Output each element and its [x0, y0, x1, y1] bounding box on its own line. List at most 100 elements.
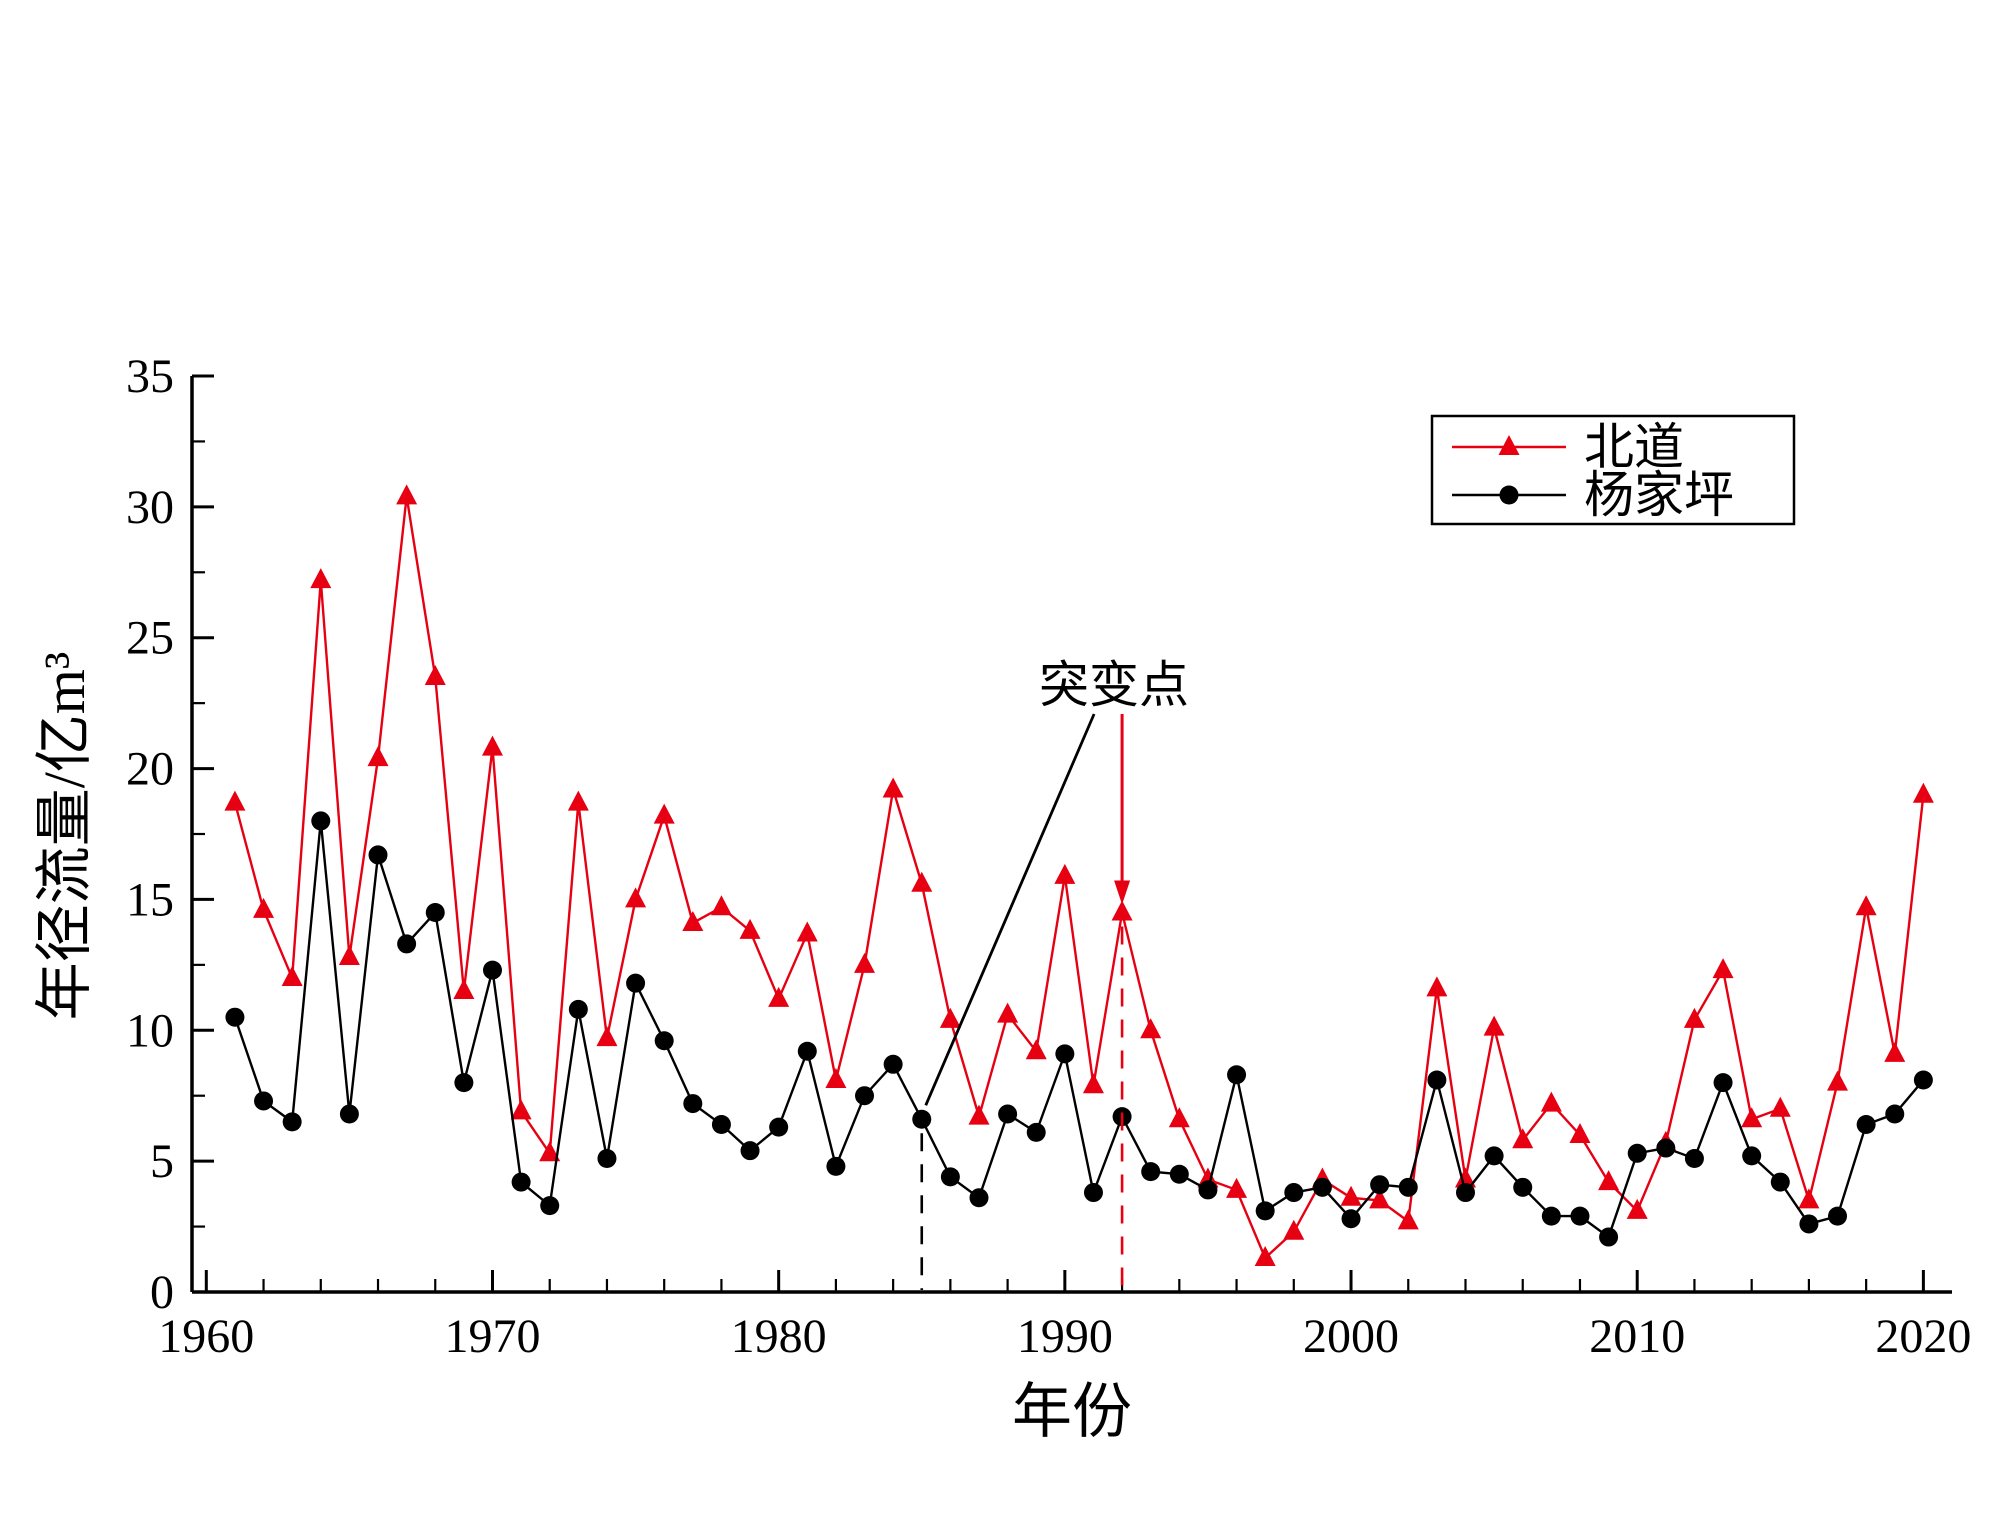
marker-circle-yangjiaping — [1255, 1201, 1275, 1221]
marker-triangle-beidao — [1598, 1170, 1620, 1191]
marker-circle-yangjiaping — [1341, 1209, 1361, 1229]
marker-circle-yangjiaping — [940, 1167, 960, 1187]
marker-circle-yangjiaping — [797, 1041, 817, 1061]
marker-triangle-beidao — [854, 952, 876, 973]
y-axis-title: 年径流量/亿m³ — [32, 652, 97, 1021]
marker-circle-yangjiaping — [511, 1172, 531, 1192]
x-tick-label: 2010 — [1589, 1310, 1685, 1363]
y-tick-label: 35 — [126, 350, 174, 403]
marker-circle-yangjiaping — [311, 811, 331, 831]
x-tick-label: 1990 — [1017, 1310, 1113, 1363]
marker-triangle-beidao — [1340, 1185, 1362, 1206]
marker-circle-yangjiaping — [568, 999, 588, 1019]
y-tick-label: 10 — [126, 1004, 174, 1057]
marker-triangle-beidao — [1512, 1128, 1534, 1149]
marker-circle-yangjiaping — [855, 1086, 875, 1106]
marker-circle-yangjiaping — [1312, 1177, 1332, 1197]
marker-triangle-beidao — [1683, 1007, 1705, 1028]
marker-triangle-beidao — [338, 945, 360, 966]
marker-triangle-beidao — [682, 910, 704, 931]
marker-triangle-beidao — [768, 986, 790, 1007]
marker-triangle-beidao — [1426, 976, 1448, 997]
marker-circle-yangjiaping — [597, 1149, 617, 1169]
marker-circle-yangjiaping — [912, 1109, 932, 1129]
marker-triangle-beidao — [1569, 1122, 1591, 1143]
marker-circle-yangjiaping — [1684, 1149, 1704, 1169]
marker-circle-yangjiaping — [769, 1117, 789, 1137]
marker-triangle-beidao — [997, 1002, 1019, 1023]
marker-circle-yangjiaping — [454, 1073, 474, 1093]
marker-circle-yangjiaping — [1370, 1175, 1390, 1195]
marker-triangle-beidao — [539, 1141, 561, 1162]
marker-triangle-beidao — [1483, 1015, 1505, 1036]
x-tick-label: 2000 — [1303, 1310, 1399, 1363]
marker-triangle-beidao — [1741, 1107, 1763, 1128]
marker-circle-yangjiaping — [1713, 1073, 1733, 1093]
series-line-yangjiaping — [233, 820, 1925, 1239]
marker-circle-yangjiaping — [1541, 1206, 1561, 1226]
marker-circle-yangjiaping — [1284, 1183, 1304, 1203]
y-tick-label: 15 — [126, 873, 174, 926]
legend-box — [1430, 414, 1796, 526]
marker-circle-yangjiaping — [1083, 1183, 1103, 1203]
marker-triangle-beidao — [1397, 1209, 1419, 1230]
marker-circle-yangjiaping — [998, 1104, 1018, 1124]
marker-circle-yangjiaping — [1742, 1146, 1762, 1166]
plot-layer: 0 5 10 15 20 25 30 35 1960 1970 1980 1990 2000 2010 20… — [126, 350, 1971, 1363]
marker-triangle-beidao — [567, 790, 589, 811]
marker-circle-yangjiaping — [482, 960, 502, 980]
marker-triangle-beidao — [1254, 1245, 1276, 1266]
marker-circle-yangjiaping — [1770, 1172, 1790, 1192]
marker-triangle-beidao — [1168, 1107, 1190, 1128]
marker-triangle-beidao — [396, 484, 418, 505]
marker-triangle-beidao — [1082, 1073, 1104, 1094]
y-tick-label: 30 — [126, 481, 174, 534]
marker-circle-yangjiaping — [397, 934, 417, 954]
x-tick-label: 1960 — [158, 1310, 254, 1363]
y-tick-label: 5 — [150, 1135, 174, 1188]
marker-triangle-beidao — [1769, 1096, 1791, 1117]
marker-circle-yangjiaping — [826, 1156, 846, 1176]
marker-circle-yangjiaping — [1055, 1044, 1075, 1064]
marker-circle-yangjiaping — [1169, 1164, 1189, 1184]
marker-triangle-beidao — [1798, 1188, 1820, 1209]
marker-circle-yangjiaping — [282, 1112, 302, 1132]
marker-circle-yangjiaping — [683, 1094, 703, 1114]
marker-triangle-beidao — [281, 965, 303, 986]
series-line-beidao — [233, 496, 1925, 1261]
legend-marker-circle-yangjiaping — [1499, 485, 1519, 505]
marker-circle-yangjiaping — [883, 1054, 903, 1074]
marker-circle-yangjiaping — [425, 903, 445, 923]
marker-circle-yangjiaping — [1141, 1162, 1161, 1182]
marker-circle-yangjiaping — [1455, 1183, 1475, 1203]
marker-circle-yangjiaping — [1828, 1206, 1848, 1226]
marker-circle-yangjiaping — [1885, 1104, 1905, 1124]
marker-triangle-beidao — [481, 735, 503, 756]
marker-circle-yangjiaping — [1513, 1177, 1533, 1197]
marker-triangle-beidao — [882, 777, 904, 798]
marker-triangle-beidao — [310, 568, 332, 589]
marker-triangle-beidao — [596, 1026, 618, 1047]
marker-triangle-beidao — [1626, 1198, 1648, 1219]
marker-triangle-beidao — [510, 1099, 532, 1120]
marker-triangle-beidao — [453, 979, 475, 1000]
marker-circle-yangjiaping — [1913, 1070, 1933, 1090]
legend-label-beidao: 北道 — [1584, 419, 1684, 475]
marker-circle-yangjiaping — [368, 845, 388, 865]
y-tick-label: 0 — [150, 1266, 174, 1319]
marker-triangle-beidao — [1540, 1091, 1562, 1112]
y-tick-label: 25 — [126, 612, 174, 665]
marker-circle-yangjiaping — [626, 973, 646, 993]
legend-label-yangjiaping: 杨家坪 — [1584, 467, 1734, 523]
annotation-label: 突变点 — [1039, 657, 1189, 713]
y-tick-label: 20 — [126, 743, 174, 796]
x-tick-label: 1980 — [731, 1310, 827, 1363]
marker-triangle-beidao — [625, 887, 647, 908]
marker-circle-yangjiaping — [1198, 1180, 1218, 1200]
marker-circle-yangjiaping — [1627, 1143, 1647, 1163]
marker-triangle-beidao — [1054, 863, 1076, 884]
annotation-arrowhead-icon — [1114, 880, 1131, 905]
marker-circle-yangjiaping — [1656, 1138, 1676, 1158]
marker-triangle-beidao — [739, 918, 761, 939]
